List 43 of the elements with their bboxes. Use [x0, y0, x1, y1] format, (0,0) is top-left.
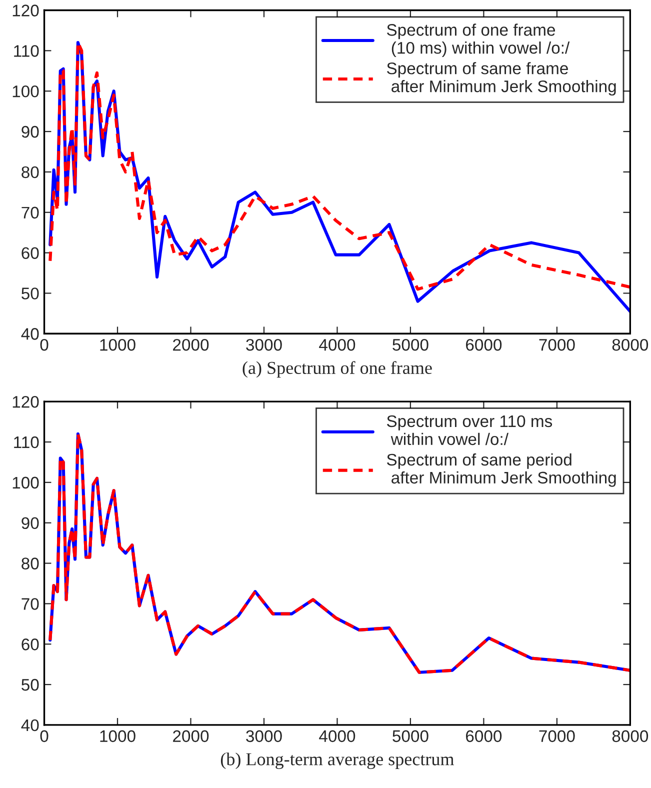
- y-tick-label: 100: [12, 85, 39, 98]
- x-tick-label: 7000: [539, 338, 575, 351]
- y-tick-label: 90: [22, 126, 39, 138]
- y-tick-label: 120: [12, 4, 39, 16]
- x-tick-label: 3000: [246, 730, 282, 742]
- text: (a) Spectrum of one frame: [242, 361, 432, 378]
- y-tick-label: 50: [22, 678, 39, 691]
- legend-label: Spectrum of same period after Minimum Jerk Smoothing: [386, 453, 616, 487]
- y-tick-label: 70: [22, 206, 39, 219]
- x-tick-label: 1000: [100, 338, 136, 351]
- y-tick-label: 40: [21, 719, 39, 732]
- legend-label: Spectrum of one frame (10 ms) within vowel /o:/: [386, 24, 570, 58]
- x-tick-label: 4000: [319, 338, 356, 351]
- line-series: [48, 432, 630, 674]
- y-tick-label: 60: [22, 638, 39, 650]
- y-tick-label: 80: [22, 166, 39, 178]
- y-tick-label: 110: [14, 45, 39, 57]
- y-tick-label: 60: [22, 247, 39, 259]
- x-tick-label: 7000: [539, 730, 575, 742]
- y-tick-label: 70: [22, 598, 39, 610]
- text: (b) Long-term average spectrum: [220, 752, 454, 770]
- x-tick-label: 5000: [392, 730, 428, 742]
- y-tick-label: 50: [22, 288, 39, 300]
- legend-label: Spectrum over 110 ms within vowel /o:/: [386, 415, 552, 446]
- x-tick-label: 8000: [612, 338, 648, 351]
- x-tick-label: 8000: [612, 730, 648, 742]
- x-tick-label: 4000: [319, 730, 356, 742]
- x-tick-label: 2000: [173, 338, 209, 351]
- legend-label: Spectrum of same frame after Minimum Jerk Smoothing: [386, 62, 616, 96]
- x-tick-label: 0: [40, 730, 48, 742]
- y-tick-label: 120: [12, 396, 39, 408]
- x-tick-label: 3000: [246, 338, 282, 351]
- y-tick-label: 90: [22, 517, 39, 530]
- y-tick-label: 80: [22, 558, 39, 570]
- x-tick-label: 6000: [466, 338, 502, 351]
- x-tick-label: 6000: [466, 730, 502, 742]
- y-tick-label: 100: [12, 476, 39, 489]
- x-tick-label: 5000: [392, 338, 428, 351]
- y-tick-label: 110: [14, 436, 39, 448]
- x-tick-label: 1000: [100, 730, 136, 742]
- x-tick-label: 0: [40, 338, 48, 351]
- x-tick-label: 2000: [173, 730, 209, 742]
- y-tick-label: 40: [21, 328, 39, 340]
